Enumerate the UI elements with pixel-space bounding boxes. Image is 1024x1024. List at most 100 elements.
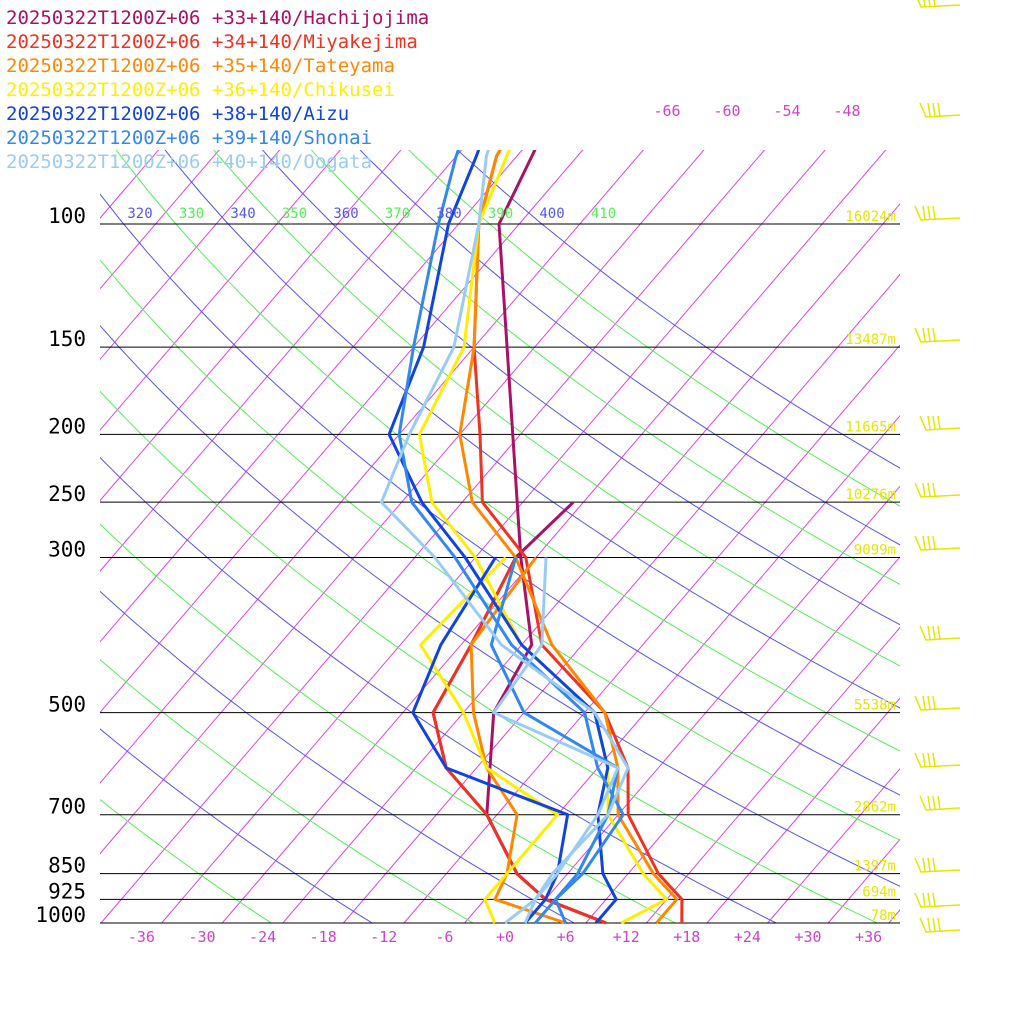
isotherm-line bbox=[221, 150, 887, 924]
isotherm-line bbox=[100, 150, 281, 361]
legend-entry: 20250322T1200Z+06 +34+140/Miyakejima bbox=[6, 31, 418, 53]
wind-barb-flag bbox=[932, 752, 936, 767]
wind-barb-flag bbox=[932, 205, 936, 220]
height-label: 10276m bbox=[845, 487, 896, 503]
isotherm-line bbox=[100, 150, 523, 643]
pressure-label: 850 bbox=[48, 854, 86, 878]
temperature-tick-label: +12 bbox=[613, 928, 640, 946]
wind-barb-flag bbox=[932, 857, 936, 872]
temperature-tick-label: +30 bbox=[794, 928, 821, 946]
theta-label: 330 bbox=[179, 206, 204, 222]
isotherm-line bbox=[706, 697, 900, 924]
temperature-axis: -36 -30 -24 -18 -12 -6 +0 +6 +12 +18 +24 +30 +36 bbox=[128, 928, 882, 946]
sounding-lines bbox=[379, 150, 684, 925]
wind-barb-flag bbox=[932, 415, 936, 430]
height-label: 1397m bbox=[854, 859, 896, 875]
series-dewpoint-line bbox=[411, 556, 570, 924]
wind-barb bbox=[919, 415, 961, 431]
wind-barb bbox=[919, 625, 961, 641]
wind-barb-flag bbox=[927, 205, 931, 220]
upper-temperature-label: -48 bbox=[833, 102, 860, 120]
theta-label: 360 bbox=[333, 206, 358, 222]
wind-barb-flag bbox=[937, 625, 941, 640]
dry-adiabat-line bbox=[100, 456, 777, 924]
isotherm-line bbox=[464, 414, 900, 924]
height-labels: 16024m 13487m 11665m 10276m 9099m 5538m 2862m 1… bbox=[845, 209, 896, 924]
wind-barb-flag bbox=[922, 752, 926, 767]
wind-barb-flag bbox=[927, 917, 931, 932]
dry-adiabat-line bbox=[213, 150, 900, 667]
theta-label: 410 bbox=[591, 206, 616, 222]
dry-adiabat-line bbox=[359, 150, 900, 546]
series-temperature-line bbox=[417, 150, 669, 925]
isotherm-line bbox=[161, 150, 826, 924]
wind-barb-flag bbox=[933, 0, 936, 7]
wind-barb-flag bbox=[932, 102, 936, 117]
wind-barb-flag bbox=[932, 327, 936, 342]
wind-barb-flag bbox=[927, 752, 931, 767]
temperature-tick-label: -30 bbox=[188, 928, 215, 946]
upper-temperature-label: -54 bbox=[773, 102, 800, 120]
theta-label: 340 bbox=[230, 206, 255, 222]
wind-barb-flag bbox=[922, 695, 926, 710]
wind-barb bbox=[914, 535, 961, 551]
wind-barb-flag bbox=[927, 327, 931, 342]
temperature-tick-label: +36 bbox=[855, 928, 882, 946]
temperature-tick-label: +24 bbox=[734, 928, 761, 946]
wind-barb-flag bbox=[932, 535, 936, 550]
height-label: 16024m bbox=[845, 209, 896, 225]
temperature-tick-label: -36 bbox=[128, 928, 155, 946]
wind-barb-flag bbox=[927, 535, 931, 550]
wind-barb-flag bbox=[927, 482, 931, 497]
wind-barb bbox=[914, 482, 961, 498]
isotherm-line bbox=[767, 767, 900, 924]
wind-barb-flag bbox=[932, 482, 936, 497]
legend-entry: 20250322T1200Z+06 +35+140/Tateyama bbox=[6, 55, 395, 77]
series-dewpoint-line bbox=[489, 557, 620, 924]
isotherm-line bbox=[100, 150, 584, 714]
series-temperature-line bbox=[397, 150, 625, 924]
wind-barb bbox=[919, 795, 961, 811]
wind-barb-flag bbox=[922, 535, 926, 550]
wind-barb bbox=[914, 695, 961, 711]
wind-barb bbox=[919, 917, 961, 933]
pressure-label: 1000 bbox=[35, 903, 86, 927]
wind-barb-flag bbox=[932, 795, 936, 810]
wind-barb-flag bbox=[937, 917, 941, 932]
wind-barb-flag bbox=[927, 857, 931, 872]
height-label: 694m bbox=[862, 884, 896, 900]
dry-adiabat-line bbox=[100, 728, 373, 924]
theta-labels: 320 330 340 350 360 370 380 390 400 410 bbox=[127, 206, 616, 222]
legend-entry: 20250322T1200Z+06 +40+140/Oogata bbox=[6, 151, 372, 173]
isotherm-line bbox=[100, 150, 220, 290]
pressure-label: 925 bbox=[48, 879, 86, 903]
wind-barb-flag bbox=[922, 327, 926, 342]
legend-entry: 20250322T1200Z+06 +33+140/Hachijojima bbox=[6, 7, 429, 29]
wind-barb-flag bbox=[932, 917, 936, 932]
wind-barb-flag bbox=[927, 892, 931, 907]
isotherm-line bbox=[585, 556, 900, 924]
wind-barb bbox=[914, 327, 961, 343]
wind-barb-flag bbox=[937, 102, 941, 117]
temperature-tick-label: -6 bbox=[435, 928, 453, 946]
isotherm-line bbox=[100, 150, 341, 431]
isotherm-line bbox=[343, 273, 900, 924]
isotherm-line bbox=[100, 150, 160, 219]
pressure-label: 150 bbox=[48, 327, 86, 351]
pressure-label: 100 bbox=[48, 204, 86, 228]
wind-barb-flag bbox=[927, 795, 931, 810]
theta-label: 370 bbox=[385, 206, 410, 222]
series-temperature-line bbox=[379, 150, 630, 924]
isotherm-line bbox=[888, 909, 900, 924]
pressure-label: 250 bbox=[48, 482, 86, 506]
isotherm-line bbox=[282, 203, 900, 924]
wind-barb-flag bbox=[932, 625, 936, 640]
height-label: 9099m bbox=[854, 543, 896, 559]
wind-barb-flag bbox=[927, 625, 931, 640]
dry-adiabat-line bbox=[310, 150, 900, 585]
theta-label: 400 bbox=[539, 206, 564, 222]
wind-barb bbox=[914, 857, 961, 873]
dry-adiabat-line bbox=[100, 193, 900, 796]
dry-adiabat-line bbox=[115, 150, 900, 752]
